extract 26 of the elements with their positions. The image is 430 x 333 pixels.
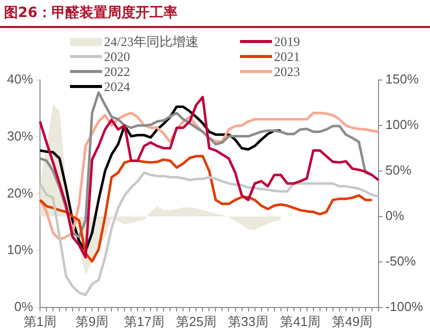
x-tick-label: 第1周	[23, 314, 57, 329]
x-tick-label: 第49周	[332, 314, 373, 329]
legend-label: 24/23年同比增速	[104, 34, 199, 49]
legend-label: 2022	[104, 64, 130, 79]
y2-tick-label: 50%	[385, 162, 412, 178]
legend-label: 2024	[104, 79, 130, 94]
y-tick-label: 20%	[6, 185, 34, 200]
x-tick-label: 第33周	[228, 314, 268, 329]
legend-label: 2020	[104, 49, 130, 64]
y-tick-label: 10%	[6, 242, 34, 258]
x-tick-label: 第9周	[75, 314, 109, 329]
y2-tick-label: -100%	[385, 298, 424, 314]
x-tick-label: 第41周	[280, 314, 321, 329]
y2-tick-label: 100%	[385, 117, 420, 132]
y2-tick-label: 0%	[385, 208, 405, 224]
x-tick-label: 第17周	[124, 314, 164, 329]
y2-tick-label: 150%	[385, 72, 420, 87]
legend-label: 2021	[274, 49, 300, 64]
y2-tick-label: -50%	[385, 254, 416, 268]
y-tick-label: 40%	[6, 72, 34, 87]
legend-label: 2019	[274, 34, 300, 49]
x-tick-label: 第25周	[176, 314, 216, 329]
y-tick-label: 30%	[6, 128, 34, 144]
chart-title: 图26：甲醛装置周度开工率	[4, 4, 178, 22]
legend-label: 2023	[274, 64, 300, 79]
y-tick-label: 0%	[14, 298, 34, 314]
